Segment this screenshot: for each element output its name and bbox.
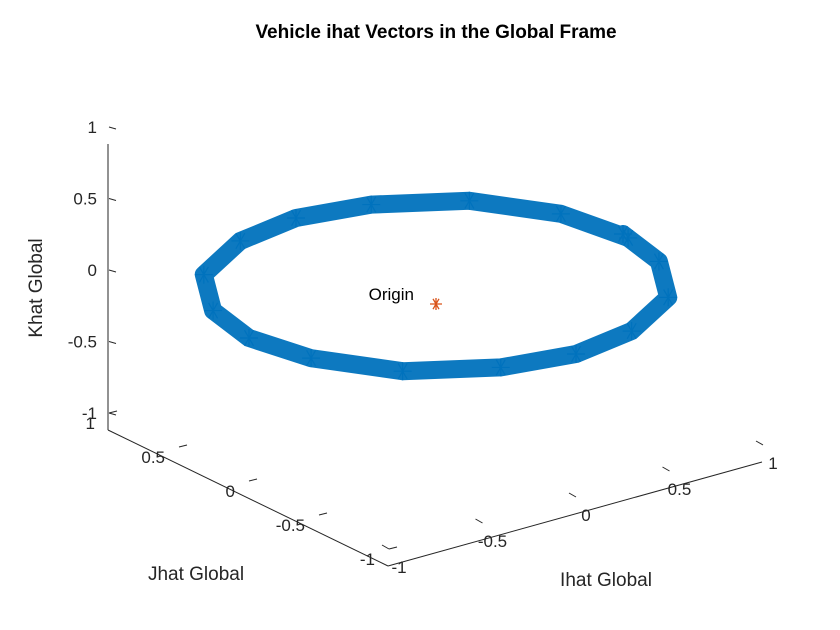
data-point bbox=[393, 362, 412, 381]
data-point bbox=[551, 204, 570, 223]
z-tick-label: 0.5 bbox=[73, 190, 97, 209]
y-tick-mark bbox=[248, 478, 258, 482]
data-point bbox=[622, 322, 641, 341]
x-axis-label: Ihat Global bbox=[560, 570, 652, 591]
x-ticks: -1 -0.5 0 0.5 1 bbox=[381, 440, 778, 577]
x-tick-mark bbox=[381, 544, 390, 550]
x-tick-label: 0 bbox=[581, 506, 590, 525]
y-tick-mark bbox=[178, 444, 188, 448]
data-point bbox=[302, 349, 321, 368]
y-tick-label: 0 bbox=[226, 482, 235, 501]
data-point bbox=[567, 345, 585, 363]
x-tick-mark bbox=[755, 440, 764, 446]
data-point bbox=[231, 231, 250, 250]
y-tick-label: 1 bbox=[86, 414, 95, 433]
x-tick-label: -1 bbox=[391, 558, 406, 577]
z-tick-mark bbox=[108, 126, 117, 130]
y-axis-line bbox=[107, 429, 389, 567]
x-tick-label: -0.5 bbox=[478, 532, 507, 551]
z-tick-mark bbox=[108, 412, 117, 416]
data-point bbox=[649, 252, 668, 271]
data-point bbox=[614, 225, 632, 243]
data-point bbox=[240, 329, 258, 347]
origin-annotation: Origin bbox=[369, 285, 414, 304]
data-point bbox=[287, 209, 305, 227]
z-tick-label: -1 bbox=[82, 404, 97, 423]
data-point bbox=[194, 265, 213, 284]
z-tick-label: 1 bbox=[88, 118, 97, 137]
data-series bbox=[194, 191, 678, 381]
y-tick-mark bbox=[388, 546, 398, 550]
annotations: Origin bbox=[369, 285, 414, 304]
z-axis-label: Khat Global bbox=[26, 238, 47, 337]
z-tick-label: 0 bbox=[88, 261, 97, 280]
x-tick-label: 1 bbox=[768, 454, 777, 473]
z-tick-mark bbox=[108, 269, 117, 273]
data-point bbox=[491, 358, 510, 377]
data-point bbox=[619, 228, 638, 247]
y-ticks: -1 -0.5 0 0.5 1 bbox=[86, 410, 398, 569]
y-tick-label: -0.5 bbox=[276, 516, 305, 535]
data-point bbox=[460, 191, 479, 210]
x-tick-mark bbox=[475, 518, 483, 524]
z-tick-label: -0.5 bbox=[68, 333, 97, 352]
y-tick-mark bbox=[318, 512, 328, 516]
z-tick-mark bbox=[108, 198, 117, 201]
data-point bbox=[362, 195, 381, 214]
data-point bbox=[659, 288, 678, 307]
y-tick-label: 0.5 bbox=[141, 448, 165, 467]
origin-point bbox=[430, 298, 442, 310]
y-tick-mark bbox=[108, 410, 118, 414]
x-tick-mark bbox=[568, 492, 577, 498]
y-tick-label: -1 bbox=[360, 550, 375, 569]
z-tick-mark bbox=[108, 341, 117, 344]
x-axis-line bbox=[387, 461, 763, 567]
data-point bbox=[204, 301, 223, 320]
z-ticks: -1 -0.5 0 0.5 1 bbox=[68, 118, 117, 423]
y-axis-label: Jhat Global bbox=[148, 564, 244, 585]
x-tick-mark bbox=[662, 466, 670, 472]
axes-group: -1 -0.5 0 0.5 1 -1 -0.5 0 0.5 1 -1 -0.5 0 0.5 1 bbox=[68, 118, 778, 577]
x-tick-label: 0.5 bbox=[668, 480, 692, 499]
series-ribbon bbox=[194, 191, 678, 381]
chart-title: Vehicle ihat Vectors in the Global Frame bbox=[255, 22, 616, 43]
